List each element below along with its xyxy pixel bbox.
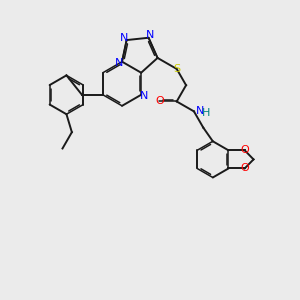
Text: O: O	[240, 145, 249, 155]
Text: N: N	[146, 30, 154, 40]
Text: N: N	[196, 106, 204, 116]
Text: S: S	[173, 64, 180, 74]
Text: N: N	[140, 91, 148, 101]
Text: N: N	[115, 58, 124, 68]
Text: N: N	[120, 33, 129, 43]
Text: H: H	[202, 108, 210, 118]
Text: O: O	[240, 164, 249, 173]
Text: O: O	[155, 97, 164, 106]
